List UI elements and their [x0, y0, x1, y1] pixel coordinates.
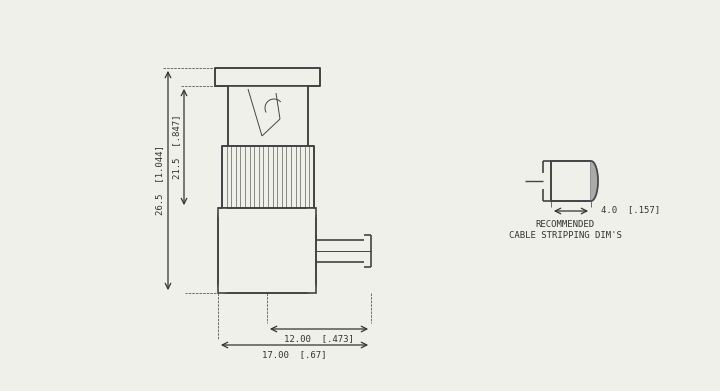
Bar — [215, 68, 320, 86]
Text: 21.5  [.847]: 21.5 [.847] — [172, 115, 181, 179]
Text: 12.00  [.473]: 12.00 [.473] — [284, 334, 354, 343]
Bar — [551, 161, 591, 201]
Bar — [228, 86, 308, 146]
Bar — [218, 208, 316, 293]
Text: 4.0  [.157]: 4.0 [.157] — [601, 206, 660, 215]
Text: CABLE STRIPPING DIM'S: CABLE STRIPPING DIM'S — [508, 231, 621, 240]
Bar — [222, 146, 314, 208]
Text: 26.5  [1.044]: 26.5 [1.044] — [155, 145, 164, 215]
Text: 17.00  [.67]: 17.00 [.67] — [262, 350, 327, 359]
Polygon shape — [591, 161, 598, 201]
Text: RECOMMENDED: RECOMMENDED — [536, 220, 595, 229]
